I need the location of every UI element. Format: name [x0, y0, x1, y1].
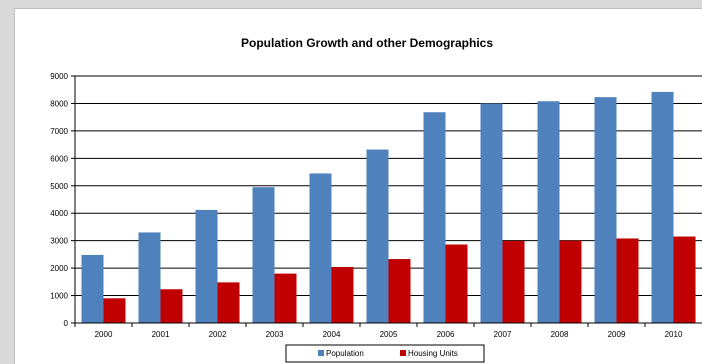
bar-population [309, 173, 332, 323]
bar-housing-units [502, 240, 525, 323]
bar-population [81, 254, 104, 323]
x-tick-label: 2002 [209, 330, 227, 339]
bar-population [537, 101, 560, 323]
y-tick-label: 2000 [50, 264, 68, 273]
legend-label: Housing Units [408, 349, 458, 358]
y-tick-label: 8000 [50, 99, 68, 108]
y-tick-label: 4000 [50, 209, 68, 218]
y-tick-label: 1000 [50, 292, 68, 301]
bar-population [366, 149, 389, 323]
bar-population [480, 103, 503, 323]
legend: Population Housing Units [285, 344, 485, 363]
bar-population [651, 91, 674, 323]
legend-box [285, 344, 485, 363]
x-tick-label: 2010 [665, 330, 683, 339]
x-tick-label: 2009 [608, 330, 626, 339]
x-tick-label: 2001 [152, 330, 170, 339]
legend-label: Population [326, 349, 364, 358]
x-tick-label: 2003 [266, 330, 284, 339]
bar-housing-units [331, 267, 354, 323]
bar-population [423, 112, 446, 323]
bar-population [252, 187, 275, 323]
legend-swatch [400, 350, 406, 356]
bar-population [195, 209, 218, 323]
bar-housing-units [673, 236, 696, 323]
y-tick-label: 9000 [50, 72, 68, 81]
bar-housing-units [160, 289, 183, 323]
legend-swatch [318, 350, 324, 356]
bar-housing-units [103, 298, 126, 323]
y-tick-label: 0 [64, 319, 69, 328]
bar-housing-units [274, 273, 297, 323]
x-tick-label: 2000 [95, 330, 113, 339]
y-tick-label: 7000 [50, 127, 68, 136]
bar-population [138, 232, 161, 323]
x-tick-label: 2007 [494, 330, 512, 339]
bars [81, 91, 696, 323]
axes: 0 1000 2000 3000 4000 5000 6000 7000 8000 9000 200… [50, 72, 702, 339]
bar-housing-units [559, 240, 582, 323]
x-tick-label: 2008 [551, 330, 569, 339]
bar-housing-units [445, 244, 468, 323]
x-tick-label: 2004 [323, 330, 341, 339]
y-tick-label: 5000 [50, 182, 68, 191]
x-tick-label: 2005 [380, 330, 398, 339]
bar-population [594, 97, 617, 323]
bar-housing-units [616, 238, 639, 323]
bar-housing-units [217, 282, 240, 323]
y-tick-label: 6000 [50, 154, 68, 163]
y-tick-label: 3000 [50, 237, 68, 246]
x-tick-label: 2006 [437, 330, 455, 339]
bar-housing-units [388, 259, 411, 323]
chart-title: Population Growth and other Demographics [241, 36, 493, 50]
